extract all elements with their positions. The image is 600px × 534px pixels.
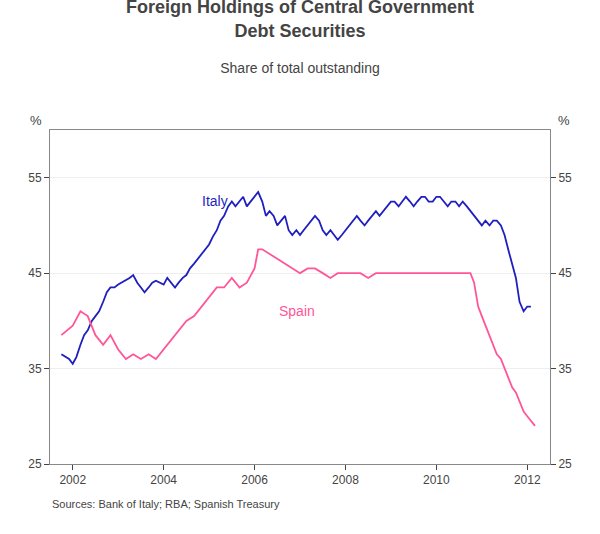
svg-text:%: % [558, 113, 570, 128]
svg-text:25: 25 [558, 457, 572, 471]
svg-text:45: 45 [558, 266, 572, 280]
svg-text:Foreign Holdings of Central Go: Foreign Holdings of Central GovernmentDe… [126, 0, 474, 41]
svg-text:55: 55 [28, 171, 42, 185]
svg-text:45: 45 [28, 266, 42, 280]
svg-text:2004: 2004 [150, 473, 177, 487]
svg-text:2002: 2002 [59, 473, 86, 487]
svg-text:Share of total outstanding: Share of total outstanding [220, 60, 380, 76]
svg-text:55: 55 [558, 171, 572, 185]
svg-text:Sources: Bank of Italy; RBA; S: Sources: Bank of Italy; RBA; Spanish Tre… [52, 498, 280, 510]
svg-text:25: 25 [28, 457, 42, 471]
svg-text:%: % [30, 113, 42, 128]
svg-text:Italy: Italy [202, 193, 228, 209]
svg-text:Spain: Spain [279, 303, 315, 319]
svg-text:2012: 2012 [514, 473, 541, 487]
svg-text:2006: 2006 [241, 473, 268, 487]
svg-text:35: 35 [28, 362, 42, 376]
svg-text:35: 35 [558, 362, 572, 376]
svg-text:2008: 2008 [332, 473, 359, 487]
svg-text:2010: 2010 [423, 473, 450, 487]
